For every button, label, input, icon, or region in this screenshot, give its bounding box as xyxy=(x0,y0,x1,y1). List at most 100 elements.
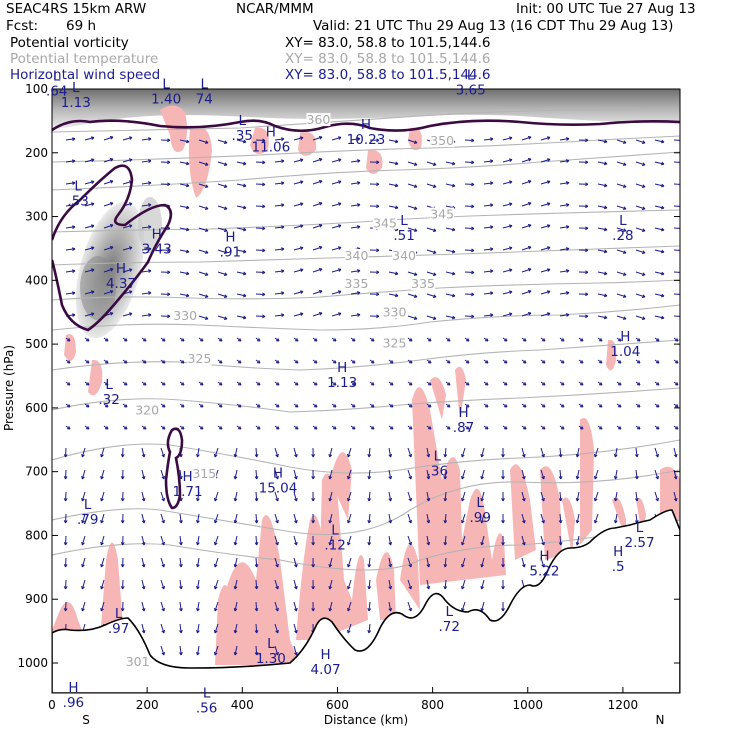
wind-arrow-head xyxy=(655,426,660,430)
wind-arrow xyxy=(521,290,532,295)
wind-arrow-head xyxy=(622,272,627,276)
wind-arrow-head xyxy=(558,520,563,524)
wind-arrow xyxy=(217,315,228,320)
theta-label: 315 xyxy=(192,466,216,481)
wind-arrow-head xyxy=(179,586,183,590)
wind-arrow xyxy=(407,579,412,590)
wind-arrow xyxy=(236,271,247,275)
wind-arrow xyxy=(160,623,165,634)
wind-arrow xyxy=(65,160,76,163)
wind-arrow-head xyxy=(179,542,183,546)
wind-arrow-head xyxy=(388,475,393,480)
wind-arrow-head xyxy=(465,382,470,386)
theta-label: 345 xyxy=(430,206,454,221)
wind-arrow-head xyxy=(233,585,238,590)
wind-arrow xyxy=(445,161,456,165)
wind-arrow xyxy=(84,247,95,251)
wind-arrow-head xyxy=(413,272,418,276)
wind-arrow-head xyxy=(461,519,465,524)
wind-arrow xyxy=(347,557,352,568)
wind-arrow-head xyxy=(465,338,470,342)
wind-arrow-head xyxy=(185,205,190,210)
theta-label: 345 xyxy=(373,215,397,230)
wind-arrow-head xyxy=(490,159,494,164)
wind-arrow xyxy=(502,313,513,317)
wind-arrow-head xyxy=(311,454,316,458)
wind-arrow xyxy=(234,623,238,634)
wind-arrow-head xyxy=(104,338,109,342)
wind-arrow xyxy=(559,314,570,317)
wind-arrow-head xyxy=(318,311,323,316)
wind-arrow-head xyxy=(641,250,646,254)
wind-arrow-head xyxy=(566,269,570,273)
wind-arrow xyxy=(197,645,200,656)
wind-arrow xyxy=(214,645,219,656)
wind-arrow xyxy=(160,469,165,480)
wind-arrow xyxy=(502,269,513,273)
wind-arrow xyxy=(483,292,494,295)
wind-arrow xyxy=(214,447,219,458)
wind-arrow-head xyxy=(451,183,456,188)
wind-arrow xyxy=(654,205,665,209)
wind-arrow xyxy=(329,535,333,546)
extremum-value: .97 xyxy=(108,621,129,637)
wind-arrow-head xyxy=(660,293,665,298)
wind-arrow xyxy=(179,205,190,209)
wind-arrow-head xyxy=(347,541,351,546)
wind-arrow-head xyxy=(541,475,545,480)
wind-arrow xyxy=(654,315,665,319)
wind-arrow-head xyxy=(566,159,570,163)
wind-arrow-head xyxy=(617,338,622,342)
wind-arrow xyxy=(597,161,608,165)
wind-arrow-head xyxy=(141,497,146,502)
wind-arrow-head xyxy=(471,160,475,165)
wind-arrow-head xyxy=(443,586,448,590)
wind-arrow-head xyxy=(508,224,513,228)
extremum-value: .32 xyxy=(98,392,119,408)
wind-arrow-head xyxy=(566,203,570,207)
extremum-type: L xyxy=(53,68,61,84)
wind-arrow xyxy=(217,249,228,254)
extremum-value: 1.71 xyxy=(173,484,203,500)
wind-arrow-head xyxy=(185,271,190,276)
wind-arrow xyxy=(461,447,466,458)
wind-arrow-head xyxy=(566,225,570,229)
wind-arrow xyxy=(84,291,95,295)
wind-arrow xyxy=(614,513,618,524)
wind-arrow-head xyxy=(465,360,470,364)
wind-arrow-head xyxy=(63,520,68,524)
wind-arrow-head xyxy=(299,268,304,272)
wind-arrow-head xyxy=(237,426,242,430)
wind-arrow-head xyxy=(426,585,431,590)
wind-arrow-head xyxy=(337,158,342,162)
extremum-value: 3.65 xyxy=(456,83,486,99)
wind-arrow-head xyxy=(254,608,259,612)
wind-arrow-head xyxy=(213,629,218,634)
wind-arrow-head xyxy=(161,651,165,656)
wind-arrow-head xyxy=(357,291,361,295)
wind-arrow-head xyxy=(128,158,133,162)
wind-arrow-head xyxy=(636,382,641,386)
x-tick-label: 200 xyxy=(136,698,159,712)
wind-arrow xyxy=(445,183,456,187)
wind-arrow-head xyxy=(294,404,299,408)
wind-arrow xyxy=(103,246,114,251)
wind-arrow-head xyxy=(461,541,465,546)
wind-arrow-head xyxy=(332,360,337,364)
wind-arrow-head xyxy=(617,382,622,386)
wind-arrow-head xyxy=(328,519,333,524)
wind-arrow xyxy=(594,469,599,480)
wind-arrow xyxy=(347,535,352,546)
wind-arrow-head xyxy=(376,138,380,143)
extremum-value: .12 xyxy=(324,537,345,553)
wind-arrow-head xyxy=(636,338,641,342)
wind-arrow-head xyxy=(242,205,247,210)
wind-arrow-head xyxy=(522,426,527,430)
wind-arrow-head xyxy=(490,225,494,230)
wind-arrow-head xyxy=(328,563,333,568)
wind-arrow-head xyxy=(242,183,247,188)
extremum-value: .56 xyxy=(196,701,217,717)
wind-arrow-head xyxy=(465,426,470,430)
wind-arrow-head xyxy=(634,454,639,458)
wind-arrow-head xyxy=(90,158,95,162)
